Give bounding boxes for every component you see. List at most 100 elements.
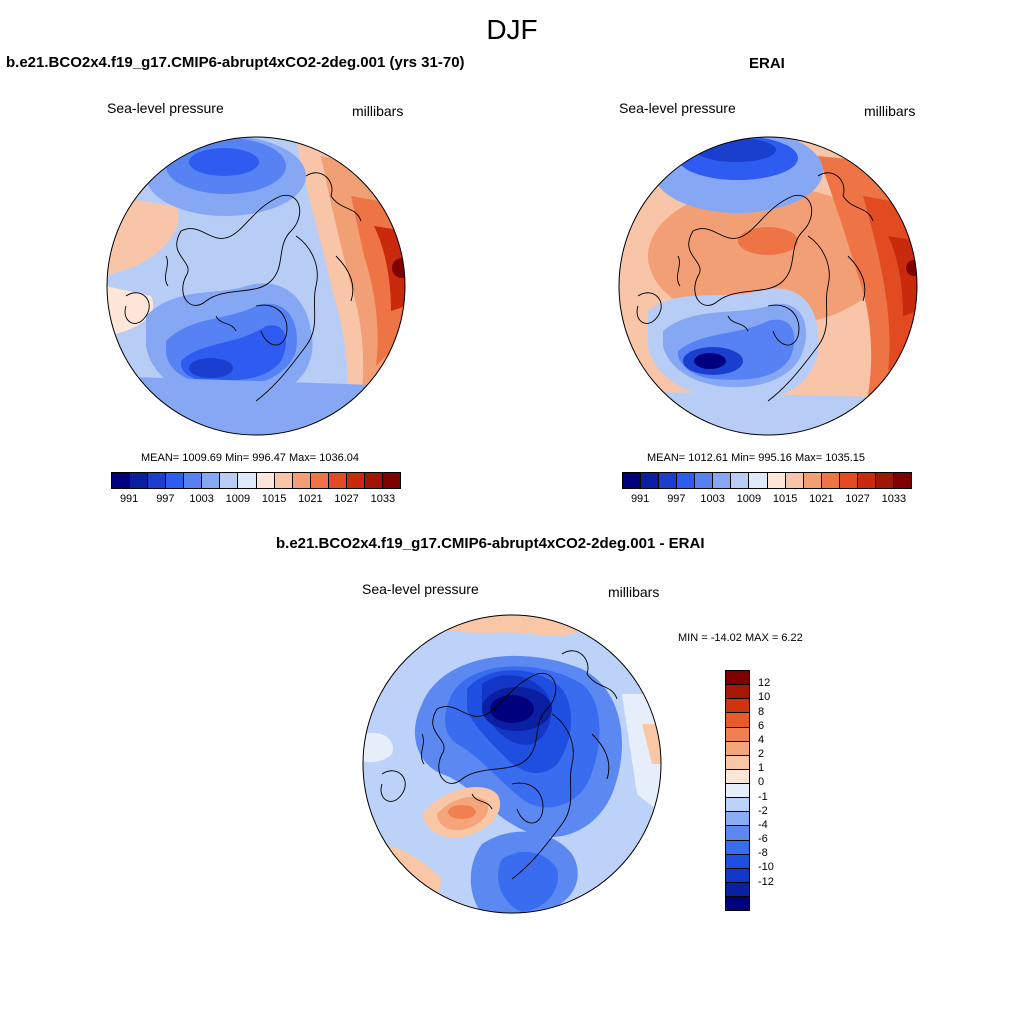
model-colorbar-swatch [184,473,203,488]
diff-colorbar-swatch [726,826,749,841]
diff-colorbar-tick-label: 8 [758,705,765,718]
diff-colorbar-tick-label: 4 [758,733,765,746]
diff-colorbar-swatch [726,685,749,700]
obs-colorbar-tick-label: 1027 [845,493,870,505]
obs-colorbar-tick-label: 1015 [772,493,798,505]
diff-colorbar-tick-label: 12 [758,677,771,690]
diff-colorbar-swatch [726,840,749,855]
diff-colorbar-swatch [726,882,749,897]
model-colorbar-swatch [364,473,383,488]
model-polar-map [106,136,406,436]
model-colorbar-tick-label: 1021 [298,493,323,505]
obs-colorbar-tick-label: 997 [667,493,686,505]
model-colorbar-tick-label: 991 [119,493,139,505]
diff-colorbar-swatch [726,897,749,911]
model-variable-label: Sea-level pressure [107,100,224,116]
obs-colorbar-swatch [893,473,911,488]
diff-colorbar [725,670,750,911]
diff-colorbar-tick-label: -10 [758,861,774,874]
diff-colorbar-tick-label: -6 [758,833,768,846]
model-colorbar-swatch [238,473,257,488]
diff-colorbar-swatch [726,798,749,813]
obs-stats: MEAN= 1012.61 Min= 995.16 Max= 1035.15 [647,452,866,464]
obs-colorbar [622,472,912,489]
diff-colorbar-tick-label: -2 [758,804,768,817]
obs-colorbar-swatch [875,473,894,488]
obs-colorbar-swatch [731,473,750,488]
diff-colorbar-swatch [726,784,749,799]
model-colorbar-tick-label: 997 [156,493,175,505]
obs-colorbar-tick-label: 1021 [809,493,834,505]
obs-colorbar-swatch [839,473,858,488]
diff-colorbar-tick-label: -8 [758,847,768,860]
obs-colorbar-swatch [695,473,714,488]
diff-colorbar-tick-label: 0 [758,776,765,789]
diff-colorbar-tick-label: -1 [758,790,768,803]
model-stats: MEAN= 1009.69 Min= 996.47 Max= 1036.04 [141,452,360,464]
obs-colorbar-swatch [677,473,696,488]
obs-contour-fill [619,137,917,435]
diff-stats: MIN = -14.02 MAX = 6.22 [678,632,803,644]
model-colorbar-swatch [166,473,185,488]
diff-polar-map [362,614,662,914]
model-coastlines [124,172,362,402]
obs-colorbar-tick-label: 1003 [700,493,725,505]
model-colorbar-swatch [346,473,365,488]
obs-colorbar-tick-label: 1009 [736,493,762,505]
diff-colorbar-tick-label: 2 [758,748,765,761]
model-colorbar-swatch [328,473,347,488]
diff-colorbar-tick-label: -4 [758,818,768,831]
model-colorbar-swatch [220,473,239,488]
obs-colorbar-swatch [713,473,732,488]
model-colorbar-tick-label: 1033 [370,493,396,505]
model-colorbar-swatch [310,473,329,488]
obs-colorbar-swatch [785,473,804,488]
model-colorbar-tick-label: 1027 [334,493,359,505]
model-panel-title: b.e21.BCO2x4.f19_g17.CMIP6-abrupt4xCO2-2… [6,54,465,71]
obs-colorbar-swatch [857,473,876,488]
obs-polar-map [618,136,918,436]
obs-colorbar-swatch [767,473,786,488]
obs-panel-title: ERAI [749,55,785,72]
obs-colorbar-swatch [659,473,678,488]
model-colorbar-swatch [382,473,400,488]
obs-colorbar-swatch [623,473,642,488]
diff-coastlines [380,650,618,880]
diff-colorbar-tick-label: 6 [758,719,765,732]
model-colorbar-swatch [202,473,221,488]
model-colorbar-swatch [148,473,167,488]
obs-colorbar-swatch [821,473,840,488]
model-colorbar-swatch [130,473,149,488]
diff-colorbar-swatch [726,699,749,714]
model-colorbar-swatch [292,473,311,488]
model-colorbar [111,472,401,489]
obs-colorbar-tick-label: 1033 [881,493,907,505]
model-colorbar-swatch [112,473,131,488]
obs-colorbar-swatch [641,473,660,488]
diff-contour-fill [363,615,661,913]
diff-colorbar-swatch [726,671,749,686]
model-colorbar-tick-label: 1015 [261,493,287,505]
diff-panel-title: b.e21.BCO2x4.f19_g17.CMIP6-abrupt4xCO2-2… [276,535,705,552]
diff-colorbar-swatch [726,741,749,756]
obs-units-label: millibars [864,103,916,119]
obs-colorbar-tick-label: 991 [630,493,650,505]
diff-colorbar-swatch [726,727,749,742]
obs-coastlines [636,172,874,402]
obs-variable-label: Sea-level pressure [619,100,736,116]
diff-colorbar-tick-label: 1 [758,762,765,775]
model-colorbar-swatch [256,473,275,488]
obs-colorbar-swatch [803,473,822,488]
diff-colorbar-swatch [726,854,749,869]
diff-colorbar-swatch [726,713,749,728]
diff-colorbar-swatch [726,755,749,770]
model-colorbar-tick-label: 1003 [189,493,214,505]
obs-colorbar-swatch [749,473,768,488]
model-units-label: millibars [352,103,404,119]
model-colorbar-swatch [274,473,293,488]
diff-units-label: millibars [608,584,660,600]
diff-colorbar-tick-label: -12 [758,875,774,888]
model-colorbar-tick-label: 1009 [225,493,251,505]
diff-variable-label: Sea-level pressure [362,581,479,597]
diff-colorbar-swatch [726,769,749,784]
